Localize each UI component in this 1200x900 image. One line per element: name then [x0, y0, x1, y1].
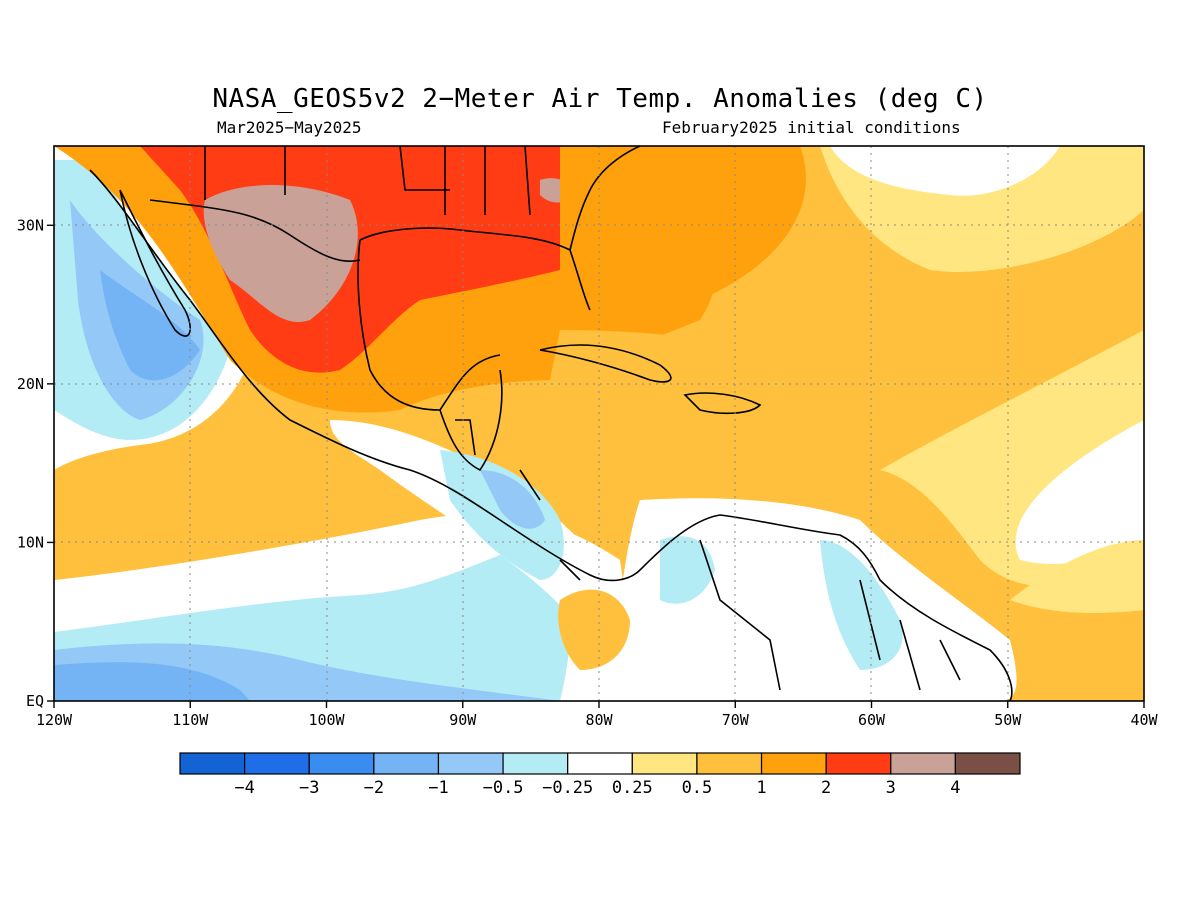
field-cool-central-america: [440, 450, 564, 580]
lon-tick-label: 50W: [994, 711, 1022, 729]
colorbar-label: −1: [428, 778, 448, 798]
colorbar-label: 1: [756, 778, 766, 798]
colorbar-swatch: [760, 752, 827, 775]
colorbar-label: 0.5: [682, 778, 713, 798]
colorbar-swatch: [567, 752, 633, 775]
lon-tick-label: 120W: [36, 711, 73, 729]
lon-tick-label: 80W: [585, 711, 613, 729]
coast-us-east: [569, 146, 641, 251]
coast-gulf-mexico: [357, 227, 591, 411]
colorbar-label: 3: [886, 778, 896, 798]
field-cool-south-deep: [54, 662, 250, 701]
colorbar-label: 4: [950, 778, 960, 798]
border-south-america: [699, 539, 961, 691]
border-central-america: [455, 419, 581, 581]
field-cool-south-america-west: [660, 536, 715, 604]
colorbar-swatch: [437, 752, 504, 775]
lon-tick-label: 90W: [449, 711, 477, 729]
lat-tick-label: EQ: [26, 692, 44, 710]
coast-cuba: [539, 344, 672, 383]
colorbar-swatch: [244, 752, 310, 775]
colorbar-label: 2: [821, 778, 831, 798]
field-white-central-america: [330, 420, 631, 660]
colorbar-swatch: [825, 752, 892, 775]
colorbar-swatch: [890, 752, 956, 775]
colorbar-swatch: [179, 752, 246, 775]
colorbar-swatch: [954, 752, 1021, 775]
coast-pacific-mexico: [89, 169, 641, 582]
field-orange-colombia: [558, 589, 630, 670]
gridlines: [54, 146, 1144, 701]
field-white-atlantic-north: [830, 146, 1060, 196]
lon-tick-label: 110W: [172, 711, 209, 729]
colorbar-label: −4: [234, 778, 254, 798]
lat-tick-label: 30N: [17, 216, 44, 234]
coast-hispaniola: [683, 392, 762, 415]
forecast-period: Mar2025−May2025: [217, 118, 362, 137]
field-cool-central-america-core: [480, 470, 545, 529]
colorbar-swatch: [631, 752, 698, 775]
initial-conditions: February2025 initial conditions: [662, 118, 961, 137]
lon-tick-label: 70W: [722, 711, 750, 729]
colorbar-label: −2: [364, 778, 384, 798]
colorbar-swatch: [373, 752, 440, 775]
coast-south-america: [639, 514, 1013, 701]
colorbar-label: −3: [299, 778, 319, 798]
border-us-mexico: [149, 199, 361, 262]
colorbar-label: −0.5: [483, 778, 524, 798]
colorbar-swatch: [502, 752, 569, 775]
lon-tick-label: 60W: [858, 711, 886, 729]
field-orange-atlantic: [560, 146, 806, 324]
lat-tick-label: 20N: [17, 375, 44, 393]
coast-baja: [119, 189, 191, 337]
anomaly-field: [54, 146, 1144, 701]
map-title: NASA_GEOS5v2 2−Meter Air Temp. Anomalies…: [212, 84, 988, 114]
field-cool-guiana: [820, 540, 903, 670]
lat-tick-label: 10N: [17, 533, 44, 551]
colorbar-swatch: [696, 752, 763, 775]
lon-tick-label: 100W: [308, 711, 345, 729]
field-hot-core: [203, 185, 358, 322]
colorbar-label: −0.25: [542, 778, 593, 798]
coastlines: [89, 146, 1013, 701]
colorbar: −4 −3 −2 −1 −0.5 −0.25 0.25 0.5 1 2 3 4: [179, 752, 1021, 798]
colorbar-swatch: [308, 752, 375, 775]
border-us-states: [204, 146, 531, 216]
coast-yucatan: [439, 369, 503, 472]
field-yellow-atlantic-south: [1010, 540, 1144, 613]
colorbar-label: 0.25: [612, 778, 653, 798]
field-caribbean-mix: [540, 330, 868, 497]
field-white-atlantic-east: [1015, 420, 1144, 564]
axis-ticks: 120W 110W 100W 90W 80W 70W 60W 50W 40W EQ 10N 20N 30…: [17, 216, 1159, 729]
field-cool-baja-deep: [100, 270, 200, 381]
lon-tick-label: 40W: [1130, 711, 1158, 729]
